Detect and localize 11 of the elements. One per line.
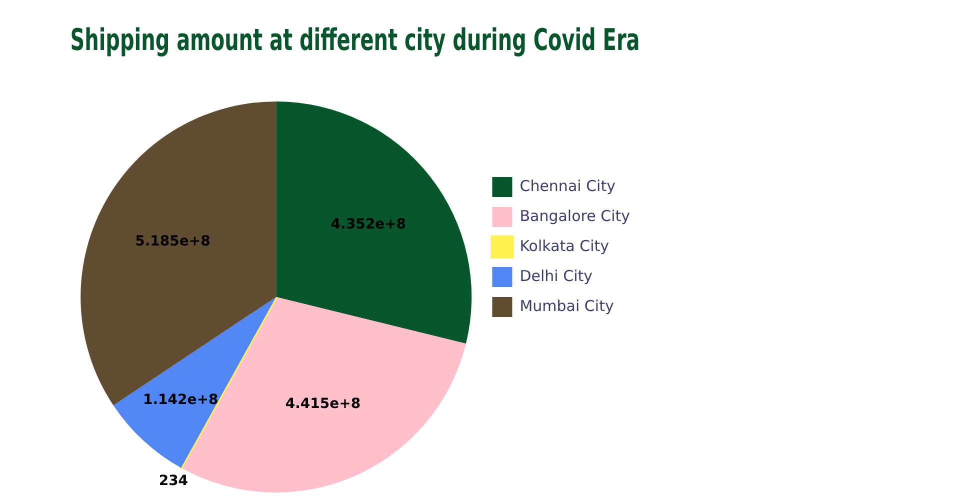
data-label: 234 xyxy=(158,473,188,490)
data-label: 5.185e+8 xyxy=(135,233,210,250)
data-label: 4.352e+8 xyxy=(330,216,406,232)
chart-title: Shipping amount at different city during Covid Era xyxy=(70,22,640,58)
data-label: 1.142e+8 xyxy=(142,392,218,408)
legend-label: Bangalore City xyxy=(520,206,630,225)
data-label: 4.415e+8 xyxy=(285,396,361,412)
legend-label: Mumbai City xyxy=(520,296,614,315)
legend-label: Kolkata City xyxy=(520,236,610,255)
legend-label: Chennai City xyxy=(520,176,616,195)
legend-label: Delhi City xyxy=(520,266,593,285)
